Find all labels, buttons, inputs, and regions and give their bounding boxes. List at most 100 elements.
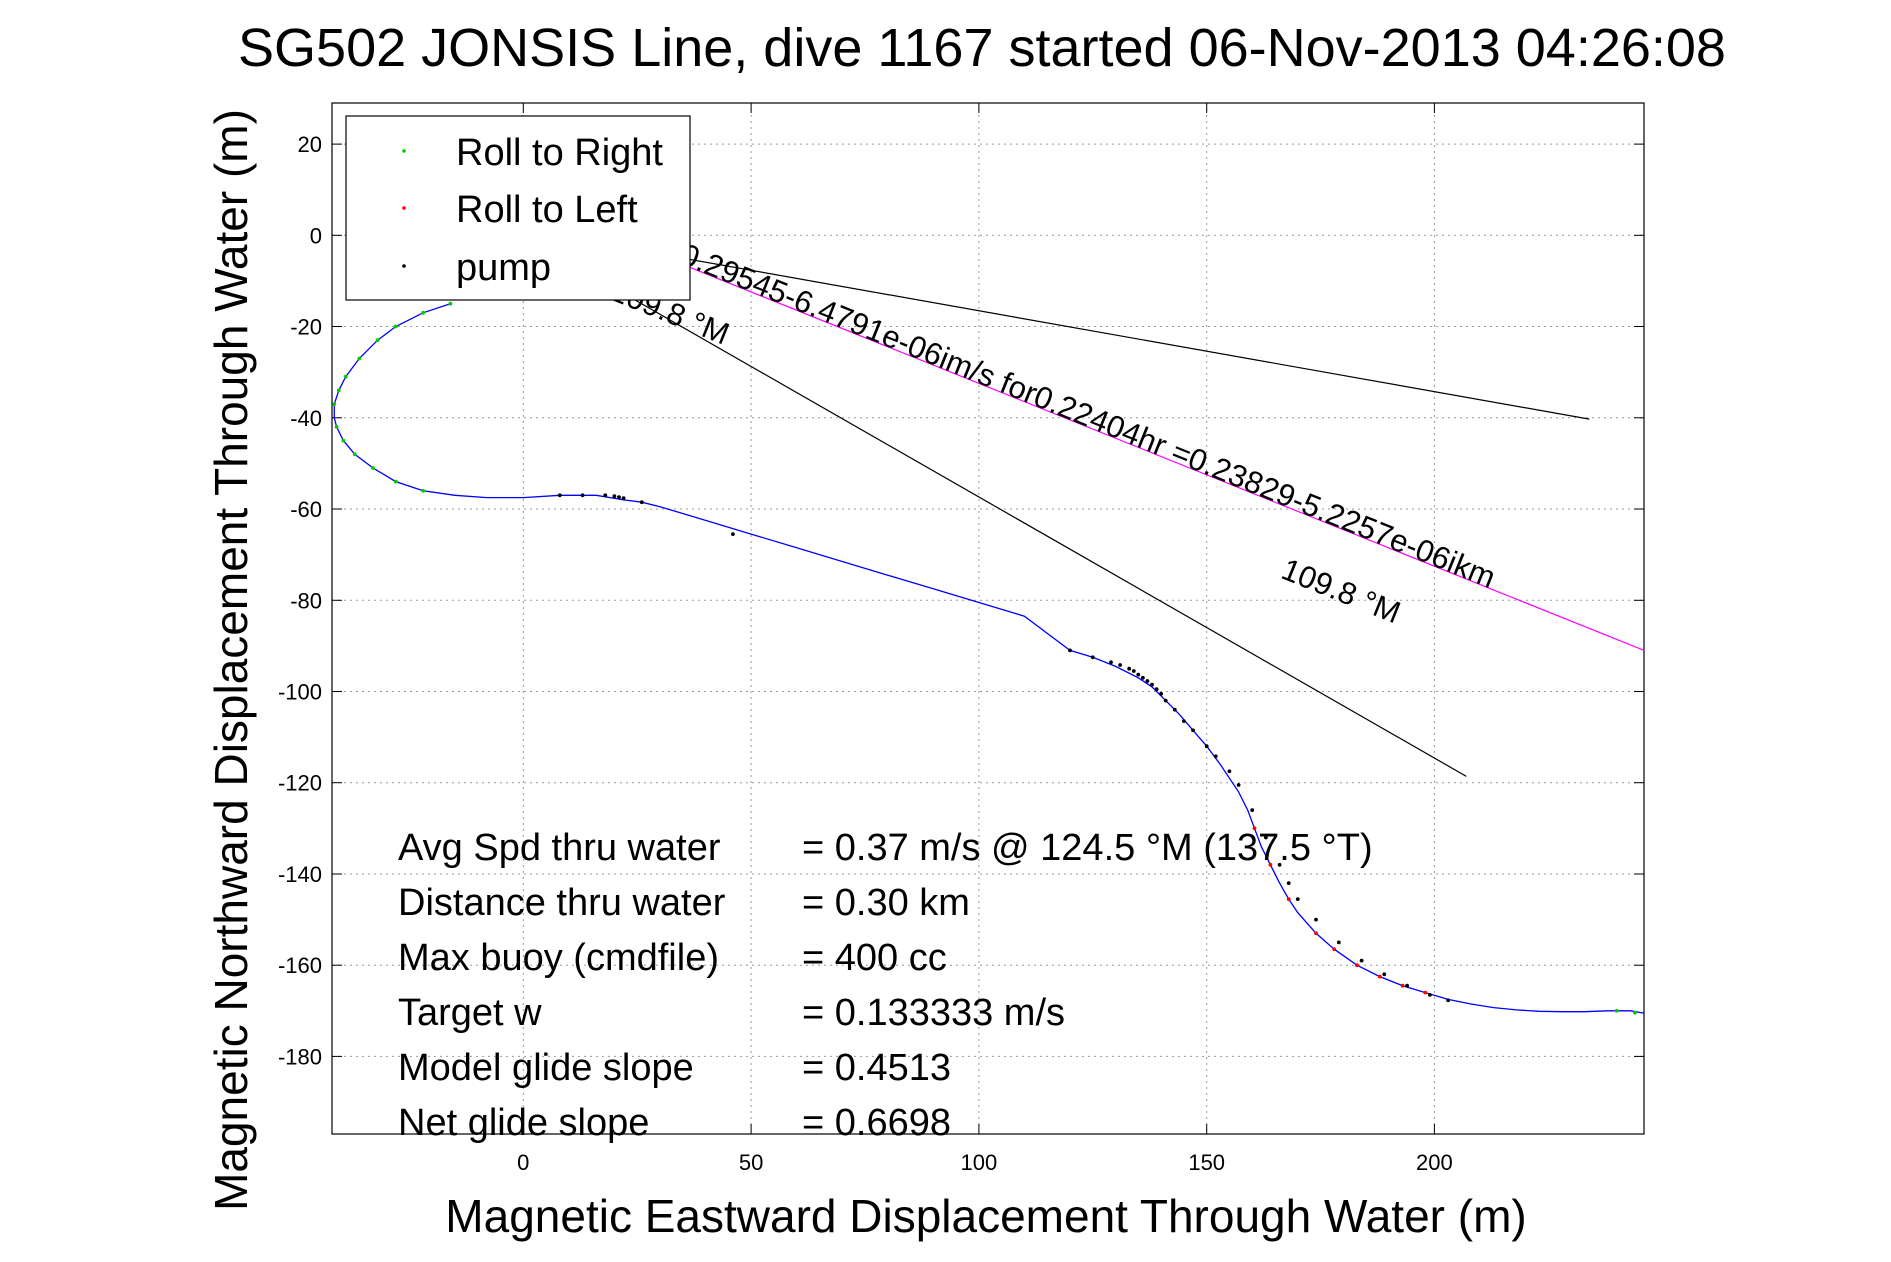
heading-line	[677, 262, 1644, 652]
marker-pump	[1182, 719, 1186, 723]
marker-roll-to-right	[357, 356, 362, 361]
marker-roll-to-right	[1633, 1010, 1637, 1015]
legend-marker-roll-left	[402, 206, 406, 210]
legend-marker-pump	[402, 264, 406, 268]
marker-roll-to-left	[1314, 931, 1318, 936]
stat-label-distance: Distance thru water	[398, 882, 726, 924]
y-tick-label: -20	[290, 315, 322, 340]
marker-roll-to-right	[352, 452, 357, 457]
marker-roll-to-left	[1400, 983, 1405, 988]
marker-pump	[621, 496, 626, 500]
y-tick-label: -80	[290, 588, 322, 613]
heading-line	[577, 266, 1467, 777]
dive-statistics: Avg Spd thru water = 0.37 m/s @ 124.5 °M…	[398, 827, 1373, 1144]
marker-pump	[1118, 663, 1122, 667]
stat-value-avg-speed: = 0.37 m/s @ 124.5 °M (137.5 °T)	[802, 827, 1373, 869]
marker-pump	[1127, 666, 1132, 671]
y-tick-label: -160	[278, 953, 322, 978]
marker-roll-to-right	[334, 425, 339, 429]
marker-roll-to-right	[421, 488, 425, 493]
marker-roll-to-right	[336, 388, 341, 393]
marker-roll-to-right	[371, 466, 375, 470]
marker-pump	[1236, 783, 1241, 787]
legend-marker-roll-right	[402, 149, 406, 153]
marker-pump	[1250, 808, 1255, 812]
marker-roll-to-left	[1377, 974, 1382, 979]
marker-roll-to-left	[1268, 862, 1273, 867]
marker-roll-to-right	[1614, 1008, 1619, 1013]
stat-value-net-glide: = 0.6698	[802, 1102, 951, 1144]
legend: Roll to Right Roll to Left pump	[345, 115, 691, 301]
marker-pump	[1336, 940, 1341, 945]
marker-roll-to-left	[1252, 826, 1257, 831]
marker-roll-to-right	[343, 374, 348, 379]
x-tick-label: 200	[1416, 1150, 1453, 1175]
marker-pump	[1172, 707, 1177, 712]
marker-roll-to-right	[393, 479, 398, 484]
legend-label-roll-right: Roll to Right	[456, 132, 663, 174]
marker-pump	[1145, 679, 1150, 683]
marker-pump	[1227, 769, 1232, 774]
y-tick-label: -180	[278, 1044, 322, 1069]
marker-roll-to-right	[375, 338, 380, 343]
marker-pump	[557, 493, 562, 498]
heading-lines	[577, 243, 1644, 777]
x-tick-label: 50	[739, 1150, 763, 1175]
stat-label-max-buoy: Max buoy (cmdfile)	[398, 937, 719, 979]
y-tick-label: -40	[290, 406, 322, 431]
marker-roll-to-right	[341, 438, 346, 443]
stat-label-target-w: Target w	[398, 992, 542, 1034]
y-tick-label: 0	[310, 223, 322, 248]
marker-pump	[1314, 917, 1318, 922]
stat-label-net-glide: Net glide slope	[398, 1102, 649, 1144]
marker-roll-to-right	[332, 402, 337, 406]
marker-pump	[639, 500, 644, 505]
marker-pump	[1090, 655, 1095, 660]
chart-title: SG502 JONSIS Line, dive 1167 started 06-…	[238, 18, 1726, 78]
marker-roll-to-left	[1355, 963, 1359, 968]
legend-label-pump: pump	[456, 247, 551, 289]
grid-lines	[332, 103, 1644, 1134]
stat-value-target-w: = 0.133333 m/s	[802, 992, 1065, 1034]
marker-pump	[1286, 881, 1291, 885]
marker-roll-to-left	[1423, 990, 1428, 995]
marker-pump	[617, 495, 621, 500]
marker-pump	[1295, 897, 1300, 901]
y-tick-label: -120	[278, 771, 322, 796]
x-tick-label: 100	[961, 1150, 998, 1175]
marker-roll-to-right	[421, 310, 425, 315]
marker-pump	[1213, 754, 1218, 759]
marker-pump	[603, 493, 608, 498]
y-tick-label: 20	[298, 132, 322, 157]
heading-line	[605, 243, 1590, 420]
marker-pump	[612, 494, 617, 499]
marker-pump	[1159, 691, 1163, 696]
marker-pump	[1136, 672, 1141, 677]
marker-pump	[1154, 687, 1159, 692]
marker-pump	[1131, 669, 1136, 673]
stat-label-model-glide: Model glide slope	[398, 1047, 694, 1089]
marker-pump	[1446, 998, 1450, 1003]
x-tick-label: 150	[1188, 1150, 1225, 1175]
marker-layer	[332, 301, 1637, 1015]
marker-roll-to-left	[1332, 947, 1337, 952]
marker-pump	[1204, 744, 1209, 749]
y-tick-label: -140	[278, 862, 322, 887]
plot-area-frame	[331, 102, 1645, 1135]
marker-pump	[1150, 682, 1154, 687]
stat-value-model-glide: = 0.4513	[802, 1047, 951, 1089]
marker-pump	[1359, 958, 1364, 963]
marker-pump	[1109, 660, 1113, 665]
marker-roll-to-right	[393, 324, 398, 329]
marker-pump	[1277, 862, 1282, 867]
marker-pump	[1191, 728, 1195, 733]
marker-pump	[731, 532, 735, 536]
marker-roll-to-right	[448, 301, 453, 306]
x-axis-label: Magnetic Eastward Displacement Through W…	[445, 1190, 1526, 1242]
marker-pump	[580, 493, 585, 498]
legend-label-roll-left: Roll to Left	[456, 189, 638, 231]
y-axis-label: Magnetic Northward Displacement Through …	[205, 109, 257, 1211]
marker-pump	[1382, 972, 1387, 977]
marker-pump	[1068, 648, 1072, 653]
